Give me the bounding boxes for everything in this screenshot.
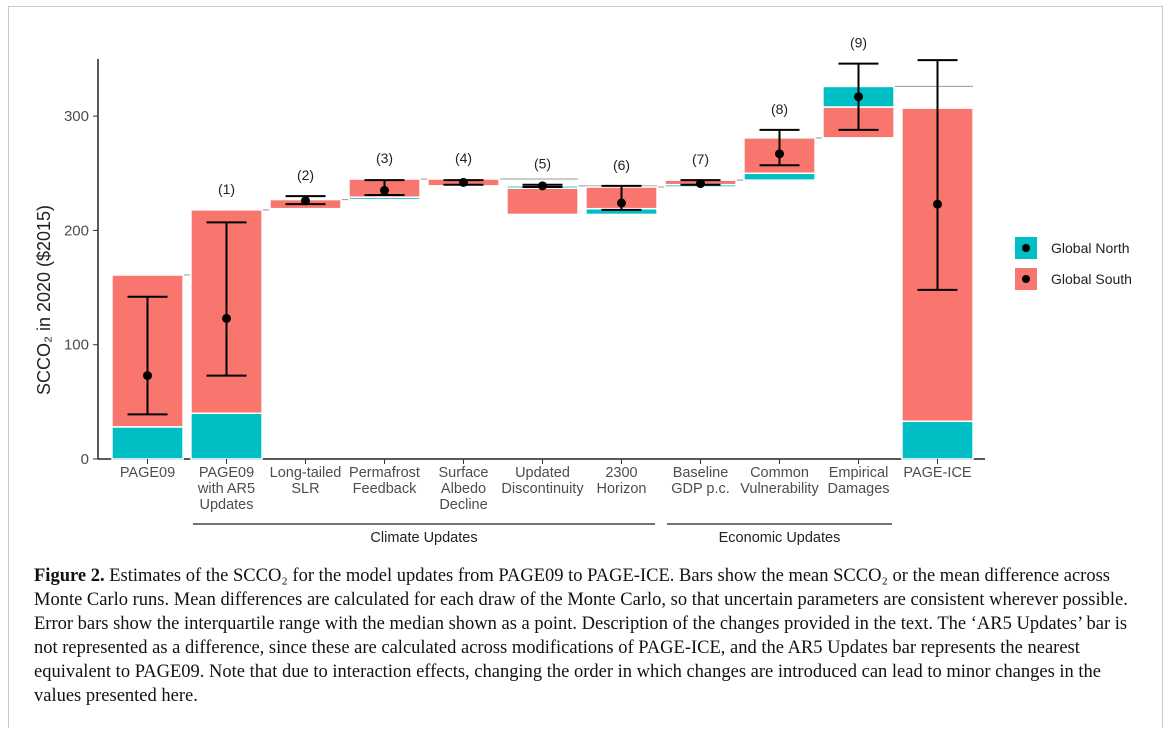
- step-label: (2): [297, 167, 314, 183]
- median-point: [854, 92, 863, 102]
- step-label: (4): [455, 150, 472, 166]
- step-label: (9): [850, 35, 867, 51]
- step-label: (5): [534, 156, 551, 172]
- y-tick-label: 100: [64, 337, 89, 354]
- step-label: (7): [692, 151, 709, 167]
- x-tick-label: Permafrost Feedback: [349, 465, 420, 497]
- median-point: [222, 313, 231, 323]
- legend-dot: [1022, 244, 1030, 252]
- median-point: [775, 149, 784, 159]
- group-label: Climate Updates: [370, 530, 477, 546]
- caption: Figure 2. Estimates of the SCCO₂ for the…: [34, 564, 1144, 708]
- step-label: (6): [613, 157, 630, 173]
- y-tick-label: 300: [64, 108, 89, 125]
- x-tick-label: Empirical Damages: [827, 465, 889, 497]
- x-tick-label: PAGE09 with AR5 Updates: [197, 465, 255, 513]
- x-tick-label: Long-tailed SLR: [270, 465, 342, 497]
- caption-text: Estimates of the SCCO₂ for the model upd…: [34, 566, 1128, 706]
- step-label: (3): [376, 150, 393, 166]
- legend-label: Global North: [1051, 240, 1130, 256]
- group-label: Economic Updates: [719, 530, 841, 546]
- bar-segment: [269, 207, 342, 211]
- median-point: [538, 181, 547, 191]
- bar-segment: [111, 426, 184, 460]
- y-tick-label: 0: [81, 451, 89, 468]
- median-point: [696, 179, 705, 189]
- x-tick-label: PAGE09: [120, 465, 175, 481]
- legend-dot: [1022, 275, 1030, 283]
- y-tick-label: 200: [64, 222, 89, 239]
- x-tick-label: Baseline GDP p.c.: [671, 465, 730, 497]
- median-point: [933, 199, 942, 209]
- median-point: [617, 198, 626, 208]
- bar-segment: [190, 412, 263, 460]
- x-tick-label: 2300 Horizon: [597, 465, 647, 497]
- bar-segment: [901, 420, 974, 460]
- chart: SCCO₂ in 2020 ($2015) 0 100 200 300 PAGE09 PA…: [34, 35, 1132, 546]
- x-tick-label: Updated Discontinuity: [501, 465, 584, 497]
- legend-label: Global South: [1051, 271, 1132, 287]
- x-tick-label: Surface Albedo Decline: [439, 465, 489, 513]
- y-axis-title: SCCO₂ in 2020 ($2015): [34, 205, 54, 395]
- x-tick-label: PAGE-ICE: [903, 465, 972, 481]
- caption-label: Figure 2.: [34, 566, 105, 586]
- median-point: [301, 196, 310, 206]
- bar-segment: [506, 187, 579, 216]
- figure-frame: [8, 6, 1163, 728]
- median-point: [143, 371, 152, 381]
- bar-segment: [348, 196, 421, 201]
- x-tick-label: Common Vulnerability: [740, 465, 819, 497]
- step-label: (1): [218, 181, 235, 197]
- step-label: (8): [771, 101, 788, 117]
- median-point: [380, 185, 389, 195]
- bar-segment: [743, 172, 816, 181]
- median-point: [459, 177, 468, 187]
